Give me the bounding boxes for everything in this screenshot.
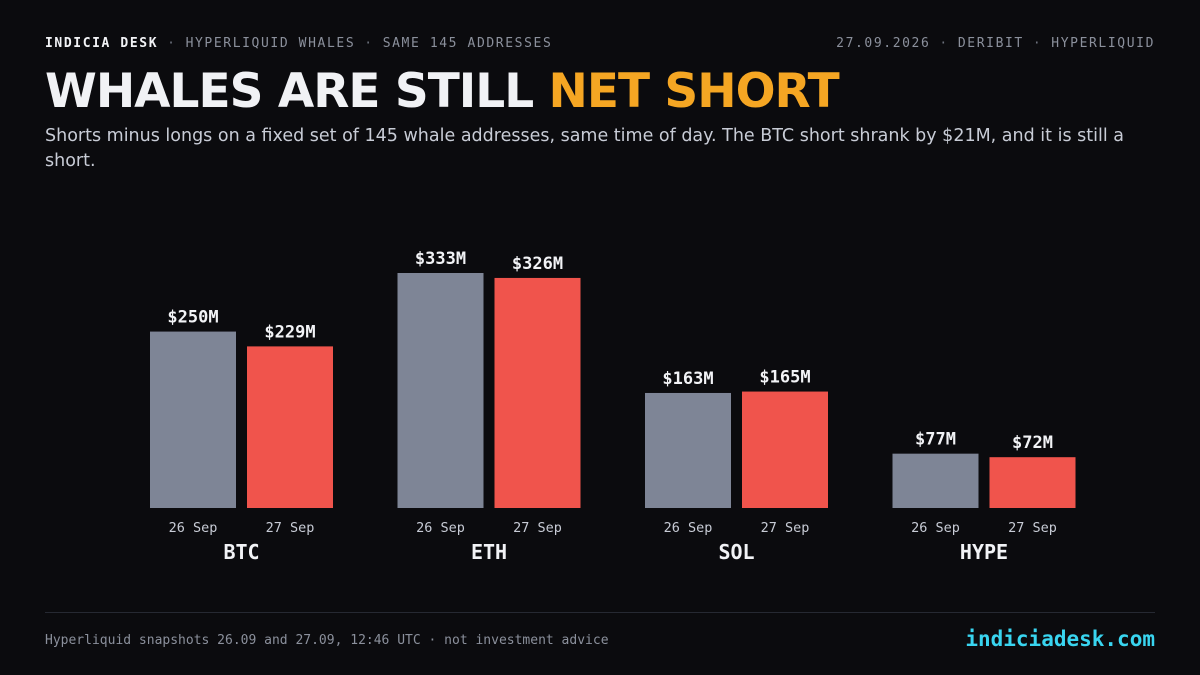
category-label-btc: BTC — [223, 540, 259, 564]
breadcrumb-scope: SAME 145 ADDRESSES — [382, 35, 553, 51]
separator: · — [364, 35, 374, 51]
bar-eth-27-sep — [494, 277, 581, 508]
bar-value-label: $333M — [415, 249, 466, 269]
title-main: WHALES ARE STILL — [45, 64, 549, 119]
category-label-sol: SOL — [718, 540, 754, 564]
separator: · — [167, 35, 177, 51]
footer-note: Hyperliquid snapshots 26.09 and 27.09, 1… — [45, 633, 609, 648]
breadcrumb: INDICIA DESK · HYPERLIQUID WHALES · SAME… — [45, 36, 552, 51]
bar-value-label: $229M — [264, 322, 315, 342]
date-tick-label: 26 Sep — [416, 520, 465, 536]
date-tick-label: 27 Sep — [513, 520, 562, 536]
bar-value-label: $77M — [915, 430, 956, 450]
bar-value-label: $163M — [662, 369, 713, 389]
category-label-eth: ETH — [471, 540, 507, 564]
bar-eth-26-sep — [397, 273, 484, 508]
date-tick-label: 27 Sep — [761, 520, 810, 536]
title-highlight: NET SHORT — [548, 64, 840, 119]
site-link[interactable]: indiciadesk.com — [965, 627, 1155, 651]
bar-value-label: $250M — [167, 308, 218, 328]
bar-btc-27-sep — [247, 346, 333, 508]
page-title: WHALES ARE STILL NET SHORT — [45, 64, 840, 120]
report-date: 27.09.2026 — [836, 35, 931, 51]
bar-sol-26-sep — [645, 392, 731, 508]
bar-hype-27-sep — [989, 457, 1076, 508]
top-bar: INDICIA DESK · HYPERLIQUID WHALES · SAME… — [45, 34, 1155, 52]
footer-divider — [45, 612, 1155, 613]
separator: · — [1032, 35, 1043, 51]
bar-btc-26-sep — [150, 331, 236, 508]
bar-sol-27-sep — [742, 391, 828, 508]
meta-info: 27.09.2026 · DERIBIT · HYPERLIQUID — [836, 36, 1155, 51]
date-tick-label: 26 Sep — [169, 520, 218, 536]
bar-value-label: $165M — [759, 368, 810, 388]
separator: · — [939, 35, 949, 51]
brand-name: INDICIA DESK — [45, 35, 159, 51]
date-tick-label: 26 Sep — [664, 520, 713, 536]
date-tick-label: 26 Sep — [911, 520, 960, 536]
date-tick-label: 27 Sep — [266, 520, 315, 536]
page-subtitle: Shorts minus longs on a fixed set of 145… — [45, 126, 1124, 171]
date-tick-label: 27 Sep — [1008, 520, 1057, 536]
breadcrumb-topic: HYPERLIQUID WHALES — [185, 35, 356, 51]
source-hyperliquid: HYPERLIQUID — [1051, 35, 1155, 51]
bar-value-label: $326M — [512, 254, 563, 274]
bar-hype-26-sep — [892, 453, 979, 508]
source-deribit: DERIBIT — [957, 35, 1024, 51]
bar-value-label: $72M — [1012, 433, 1053, 453]
category-label-hype: HYPE — [960, 540, 1008, 564]
